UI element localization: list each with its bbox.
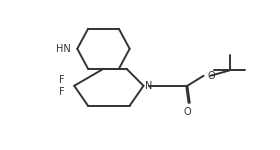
Text: F: F	[59, 75, 65, 85]
Text: HN: HN	[56, 44, 71, 54]
Text: N: N	[145, 81, 152, 91]
Text: O: O	[184, 106, 191, 117]
Text: O: O	[207, 71, 215, 81]
Text: F: F	[59, 87, 65, 97]
